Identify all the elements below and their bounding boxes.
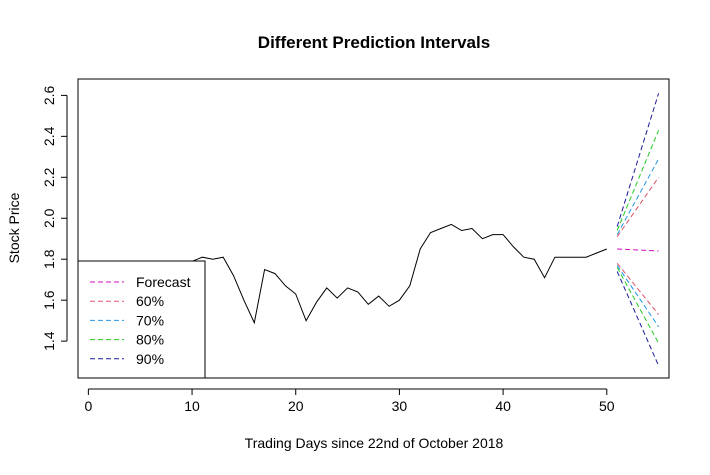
- x-tick-label: 40: [495, 398, 511, 414]
- x-axis-label: Trading Days since 22nd of October 2018: [245, 435, 504, 451]
- y-tick-label: 2.4: [41, 126, 57, 146]
- legend-label: 60%: [136, 293, 164, 309]
- legend-label: 80%: [136, 332, 164, 348]
- plot-frame: [77, 78, 670, 379]
- x-tick-label: 0: [84, 398, 92, 414]
- series-line-80pct-lower: [616, 267, 660, 344]
- series-line-80pct-upper: [616, 130, 660, 231]
- series-line-90pct-lower: [616, 271, 660, 366]
- legend: Forecast 60% 70% 80% 90%: [77, 260, 206, 379]
- legend-label: 90%: [136, 351, 164, 367]
- x-tick-label: 50: [599, 398, 615, 414]
- y-tick-label: 1.6: [41, 290, 57, 310]
- series-line-70pct-lower: [616, 265, 660, 328]
- chart-title: Different Prediction Intervals: [258, 33, 490, 52]
- x-tick-label: 10: [184, 398, 200, 414]
- y-tick-label: 1.4: [41, 331, 57, 351]
- legend-label: Forecast: [136, 274, 191, 290]
- y-tick-label: 2.2: [41, 167, 57, 187]
- series-line-90pct-upper: [616, 93, 660, 227]
- series-line-forecast: [617, 248, 659, 252]
- x-tick-label: 30: [392, 398, 408, 414]
- x-tick-label: 20: [288, 398, 304, 414]
- series-line-60pct-upper: [616, 177, 660, 237]
- legend-label: 70%: [136, 312, 164, 328]
- y-axis: 1.4 1.6 1.8 2.0 2.2 2.4 2.6: [41, 85, 68, 351]
- y-axis-label: Stock Price: [6, 192, 22, 263]
- y-tick-label: 2.0: [41, 208, 57, 228]
- series-line-60pct-lower: [616, 262, 659, 315]
- series-line-70pct-upper: [616, 158, 660, 235]
- y-tick-label: 2.6: [41, 85, 57, 105]
- y-tick-label: 1.8: [41, 249, 57, 269]
- x-axis: 0 10 20 30 40 50: [84, 388, 615, 414]
